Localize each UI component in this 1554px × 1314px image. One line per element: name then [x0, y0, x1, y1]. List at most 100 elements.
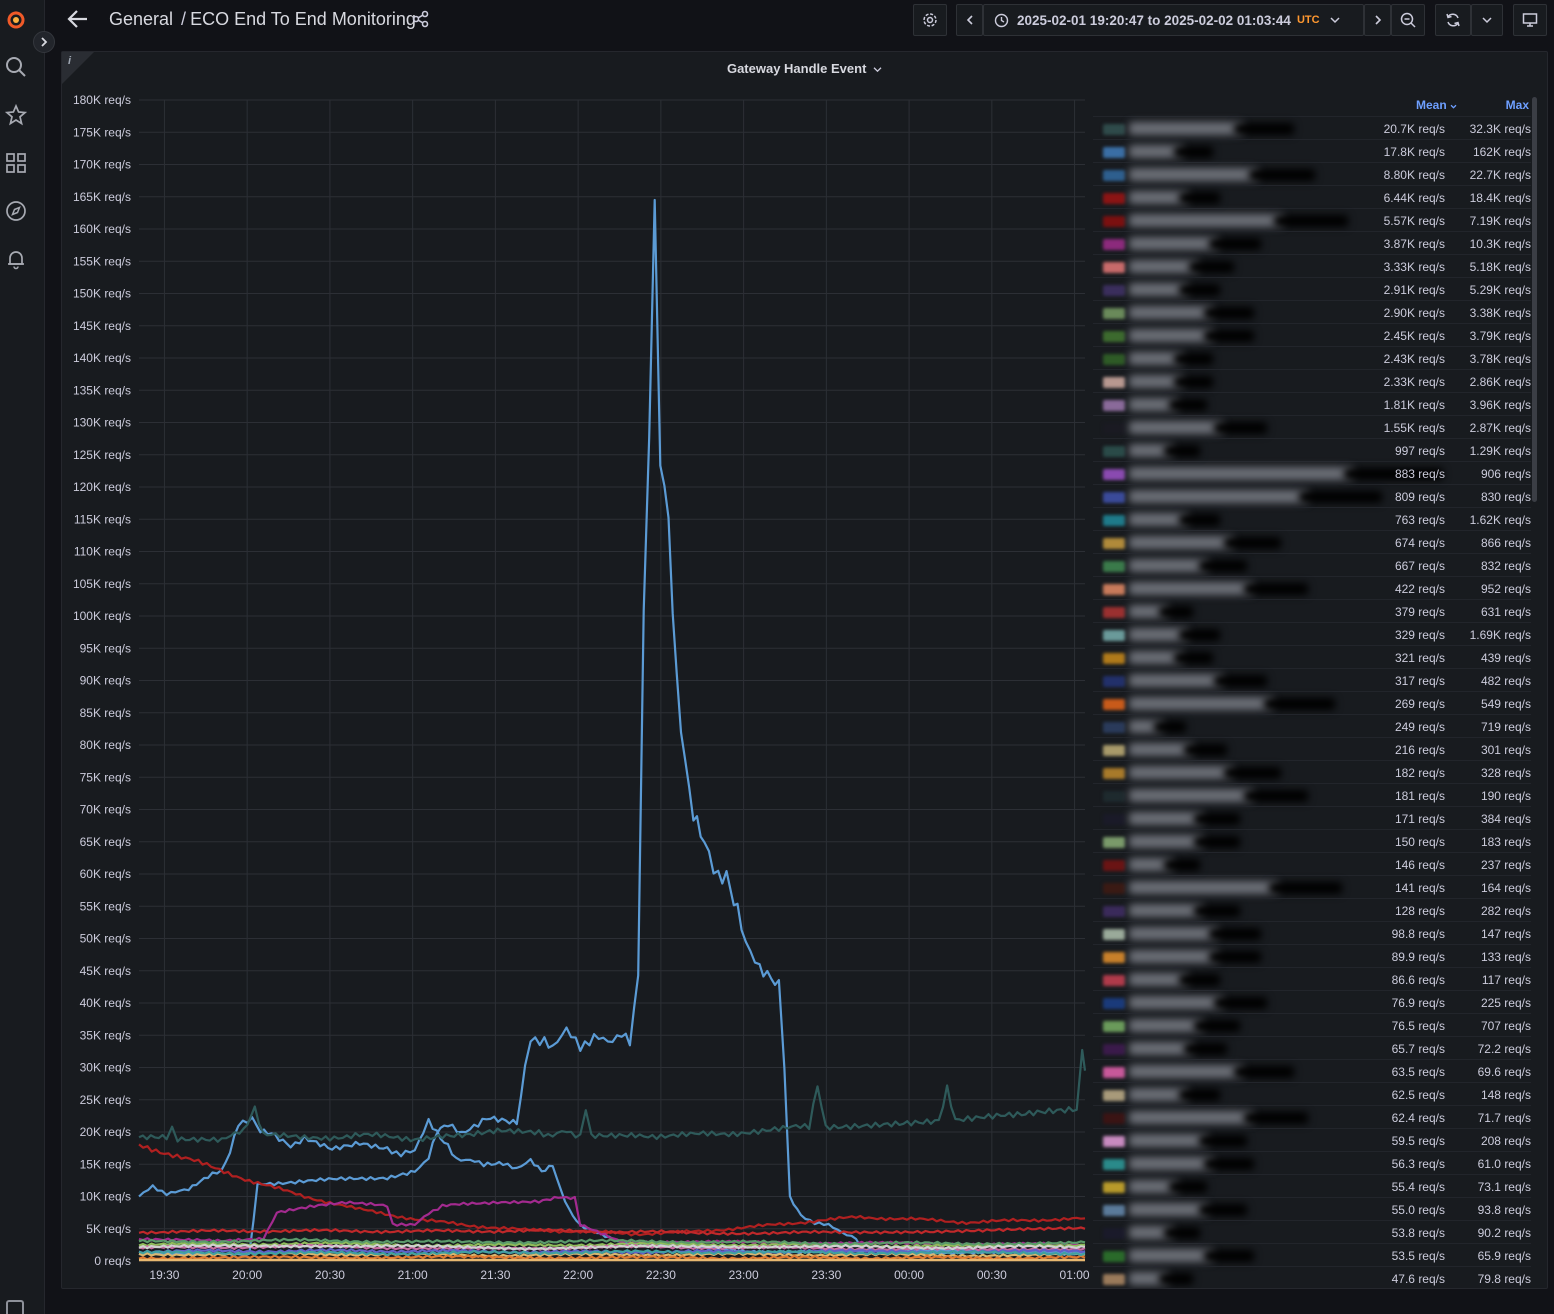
- series-line[interactable]: [138, 1240, 1086, 1249]
- legend-color-swatch[interactable]: [1103, 354, 1125, 365]
- legend-series-name-redacted[interactable]: [1129, 191, 1189, 204]
- legend-color-swatch[interactable]: [1103, 584, 1125, 595]
- legend-row[interactable]: 2.33K req/s 2.86K req/s: [1093, 369, 1531, 392]
- legend-series-name-redacted[interactable]: [1129, 1249, 1214, 1262]
- legend-series-name-redacted[interactable]: [1129, 283, 1189, 296]
- legend-row[interactable]: 2.43K req/s 3.78K req/s: [1093, 346, 1531, 369]
- legend-color-swatch[interactable]: [1103, 561, 1125, 572]
- legend-row[interactable]: 62.5 req/s 148 req/s: [1093, 1082, 1531, 1105]
- legend-color-swatch[interactable]: [1103, 285, 1125, 296]
- alerting-bell-icon[interactable]: [0, 243, 32, 275]
- legend-series-name-redacted[interactable]: [1129, 1042, 1194, 1055]
- expand-sidebar-button[interactable]: [33, 31, 55, 53]
- time-range-picker[interactable]: 2025-02-01 19:20:47 to 2025-02-02 01:03:…: [983, 4, 1364, 36]
- legend-color-swatch[interactable]: [1103, 676, 1125, 687]
- starred-icon[interactable]: [0, 99, 32, 131]
- share-icon[interactable]: [412, 10, 430, 33]
- legend-row[interactable]: 47.6 req/s 79.8 req/s: [1093, 1266, 1531, 1288]
- legend-series-name-redacted[interactable]: [1129, 904, 1204, 917]
- legend-color-swatch[interactable]: [1103, 768, 1125, 779]
- legend-color-swatch[interactable]: [1103, 1182, 1125, 1193]
- legend-row[interactable]: 76.5 req/s 707 req/s: [1093, 1013, 1531, 1036]
- legend-series-name-redacted[interactable]: [1129, 743, 1194, 756]
- legend-series-name-redacted[interactable]: [1129, 881, 1279, 894]
- legend-color-swatch[interactable]: [1103, 262, 1125, 273]
- legend-row[interactable]: 2.90K req/s 3.38K req/s: [1093, 300, 1531, 323]
- legend-color-swatch[interactable]: [1103, 607, 1125, 618]
- legend-series-name-redacted[interactable]: [1129, 1065, 1244, 1078]
- legend-scrollbar[interactable]: [1532, 97, 1537, 502]
- back-arrow-icon[interactable]: [66, 8, 90, 35]
- search-icon[interactable]: [0, 51, 32, 83]
- legend-series-name-redacted[interactable]: [1129, 145, 1184, 158]
- legend-color-swatch[interactable]: [1103, 492, 1125, 503]
- legend-series-name-redacted[interactable]: [1129, 329, 1214, 342]
- legend-series-name-redacted[interactable]: [1129, 559, 1209, 572]
- legend-color-swatch[interactable]: [1103, 1136, 1125, 1147]
- legend-row[interactable]: 128 req/s 282 req/s: [1093, 898, 1531, 921]
- legend-row[interactable]: 321 req/s 439 req/s: [1093, 645, 1531, 668]
- legend-color-swatch[interactable]: [1103, 837, 1125, 848]
- dashboards-icon[interactable]: [0, 147, 32, 179]
- breadcrumb-folder[interactable]: General: [109, 9, 174, 29]
- legend-row[interactable]: 379 req/s 631 req/s: [1093, 599, 1531, 622]
- legend-series-name-redacted[interactable]: [1129, 1157, 1214, 1170]
- legend-row[interactable]: 763 req/s 1.62K req/s: [1093, 507, 1531, 530]
- legend-row[interactable]: 150 req/s 183 req/s: [1093, 829, 1531, 852]
- legend-color-swatch[interactable]: [1103, 193, 1125, 204]
- legend-color-swatch[interactable]: [1103, 331, 1125, 342]
- legend-series-name-redacted[interactable]: [1129, 513, 1189, 526]
- legend-color-swatch[interactable]: [1103, 860, 1125, 871]
- legend-mean-header[interactable]: Mean: [1416, 98, 1457, 112]
- legend-row[interactable]: 2.45K req/s 3.79K req/s: [1093, 323, 1531, 346]
- panel-info-corner[interactable]: [62, 52, 94, 84]
- legend-row[interactable]: 55.0 req/s 93.8 req/s: [1093, 1197, 1531, 1220]
- legend-series-name-redacted[interactable]: [1129, 582, 1254, 595]
- legend-series-name-redacted[interactable]: [1129, 996, 1224, 1009]
- legend-color-swatch[interactable]: [1103, 722, 1125, 733]
- legend-series-name-redacted[interactable]: [1129, 398, 1179, 411]
- legend-series-name-redacted[interactable]: [1129, 1203, 1209, 1216]
- legend-row[interactable]: 53.8 req/s 90.2 req/s: [1093, 1220, 1531, 1243]
- legend-series-name-redacted[interactable]: [1129, 444, 1174, 457]
- legend-color-swatch[interactable]: [1103, 975, 1125, 986]
- series-line[interactable]: [138, 1249, 1086, 1257]
- legend-color-swatch[interactable]: [1103, 883, 1125, 894]
- legend-series-name-redacted[interactable]: [1129, 858, 1174, 871]
- legend-row[interactable]: 3.33K req/s 5.18K req/s: [1093, 254, 1531, 277]
- legend-series-name-redacted[interactable]: [1129, 375, 1184, 388]
- legend-row[interactable]: 216 req/s 301 req/s: [1093, 737, 1531, 760]
- legend-row[interactable]: 883 req/s 906 req/s: [1093, 461, 1531, 484]
- legend-row[interactable]: 17.8K req/s 162K req/s: [1093, 139, 1531, 162]
- dashboard-settings-button[interactable]: [913, 4, 947, 36]
- legend-row[interactable]: 269 req/s 549 req/s: [1093, 691, 1531, 714]
- legend-series-name-redacted[interactable]: [1129, 973, 1189, 986]
- grafana-logo-icon[interactable]: [0, 4, 32, 36]
- legend-row[interactable]: 141 req/s 164 req/s: [1093, 875, 1531, 898]
- legend-color-swatch[interactable]: [1103, 1251, 1125, 1262]
- dashboard-title[interactable]: ECO End To End Monitoring: [190, 9, 416, 29]
- refresh-button[interactable]: [1435, 4, 1471, 36]
- series-line[interactable]: [138, 1048, 1087, 1143]
- legend-series-name-redacted[interactable]: [1129, 697, 1274, 710]
- legend-series-name-redacted[interactable]: [1129, 122, 1244, 135]
- legend-color-swatch[interactable]: [1103, 400, 1125, 411]
- legend-series-name-redacted[interactable]: [1129, 812, 1204, 825]
- legend-color-swatch[interactable]: [1103, 1274, 1125, 1285]
- legend-row[interactable]: 317 req/s 482 req/s: [1093, 668, 1531, 691]
- series-line[interactable]: [138, 1237, 1086, 1247]
- legend-series-name-redacted[interactable]: [1129, 1134, 1209, 1147]
- legend-max-header[interactable]: Max: [1505, 98, 1529, 112]
- legend-row[interactable]: 8.80K req/s 22.7K req/s: [1093, 162, 1531, 185]
- legend-row[interactable]: 76.9 req/s 225 req/s: [1093, 990, 1531, 1013]
- legend-series-name-redacted[interactable]: [1129, 352, 1184, 365]
- legend-series-name-redacted[interactable]: [1129, 674, 1224, 687]
- legend-series-name-redacted[interactable]: [1129, 237, 1219, 250]
- legend-color-swatch[interactable]: [1103, 147, 1125, 158]
- legend-color-swatch[interactable]: [1103, 239, 1125, 250]
- legend-series-name-redacted[interactable]: [1129, 421, 1224, 434]
- series-line[interactable]: [138, 1243, 1086, 1252]
- legend-row[interactable]: 146 req/s 237 req/s: [1093, 852, 1531, 875]
- legend-row[interactable]: 59.5 req/s 208 req/s: [1093, 1128, 1531, 1151]
- legend-color-swatch[interactable]: [1103, 653, 1125, 664]
